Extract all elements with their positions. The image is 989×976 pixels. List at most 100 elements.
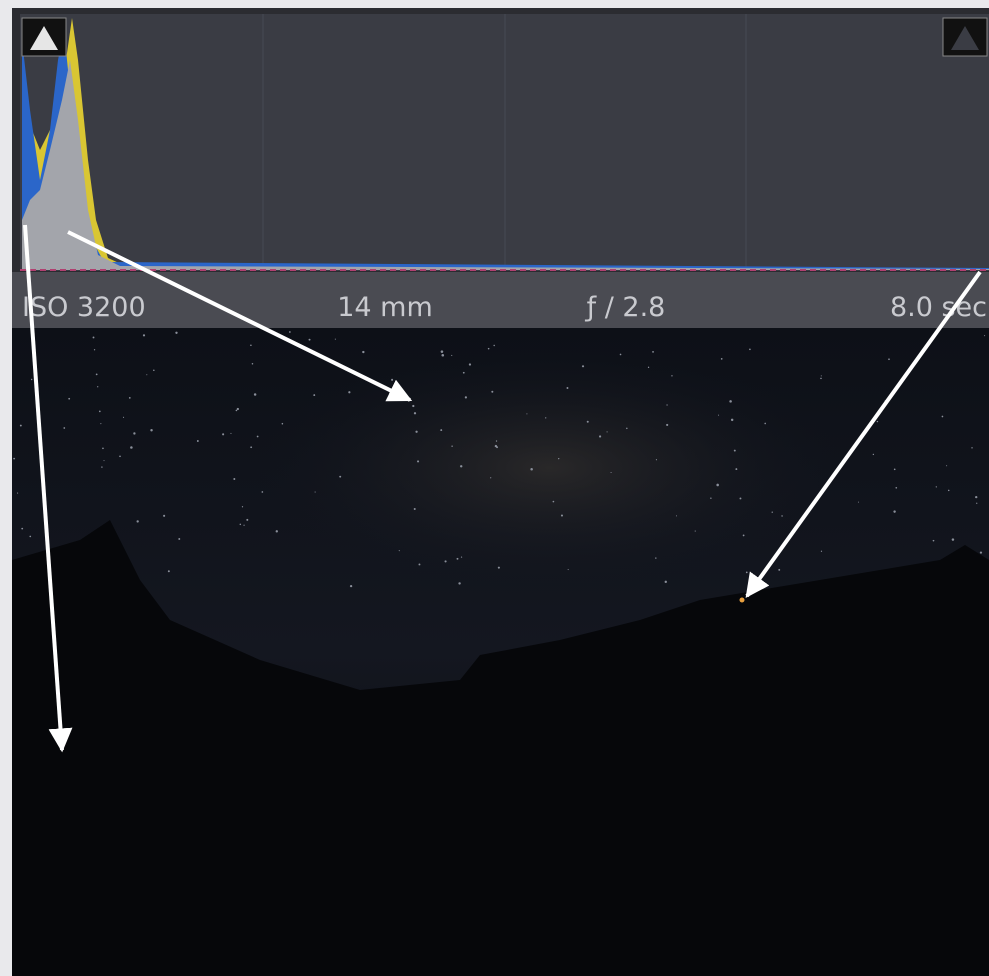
star [334, 338, 336, 340]
star [984, 335, 986, 337]
star [398, 550, 400, 552]
star [451, 445, 453, 447]
star [735, 468, 738, 471]
annotation-arrows [23, 224, 982, 753]
star [946, 465, 948, 467]
star [888, 358, 890, 361]
star [459, 465, 463, 468]
star [893, 468, 896, 471]
star [308, 338, 311, 341]
light-point [739, 597, 745, 603]
star [313, 394, 316, 397]
star [440, 429, 443, 432]
star [63, 427, 66, 429]
tree-silhouette [12, 520, 989, 976]
star [749, 348, 751, 351]
star [976, 502, 978, 504]
iso: ISO 3200 [22, 292, 146, 323]
star [130, 446, 133, 449]
star [103, 460, 105, 462]
star [289, 331, 291, 333]
star [233, 478, 236, 481]
star [222, 433, 225, 436]
star [647, 366, 650, 369]
star [730, 418, 734, 422]
star [235, 409, 238, 412]
star [241, 506, 244, 508]
star [251, 362, 254, 365]
star [497, 566, 500, 569]
star [971, 447, 973, 449]
star [464, 396, 468, 399]
star [530, 468, 533, 471]
star [362, 350, 365, 354]
star [253, 393, 257, 396]
star [122, 416, 125, 418]
star [778, 568, 781, 571]
star [626, 427, 628, 430]
star [415, 430, 418, 433]
star [281, 422, 284, 425]
star [460, 556, 463, 558]
star [652, 351, 654, 353]
star [275, 530, 278, 533]
star [150, 428, 153, 432]
star [558, 458, 560, 460]
star [951, 538, 955, 541]
star [526, 413, 528, 415]
star [93, 349, 96, 351]
shutter-speed: 8.0 sec [890, 292, 987, 323]
star [119, 455, 121, 458]
star [947, 489, 950, 492]
star [610, 471, 612, 474]
star [29, 535, 32, 538]
star [236, 407, 239, 411]
star [598, 435, 602, 438]
star [552, 500, 555, 503]
star [17, 492, 19, 494]
star [742, 534, 745, 537]
star [456, 557, 459, 560]
star [545, 417, 547, 419]
star [619, 353, 622, 356]
star [739, 497, 742, 500]
star [872, 453, 875, 456]
arrow [23, 224, 73, 753]
star [68, 397, 71, 400]
star [893, 510, 896, 513]
star [979, 551, 983, 554]
star [413, 412, 417, 415]
star [418, 563, 421, 566]
star [581, 365, 585, 368]
star [876, 420, 879, 423]
histogram-grid [262, 14, 747, 271]
star [250, 446, 253, 449]
star [745, 571, 748, 574]
star [666, 404, 668, 406]
star [566, 387, 569, 389]
star [586, 420, 589, 423]
star [178, 537, 181, 540]
star [349, 584, 353, 588]
star [440, 350, 444, 353]
star [675, 515, 678, 517]
star [567, 569, 569, 571]
star [771, 511, 773, 513]
star [246, 518, 249, 521]
star [491, 390, 494, 393]
star [250, 344, 252, 347]
star [820, 550, 823, 552]
star [239, 523, 242, 526]
arrow [745, 270, 982, 598]
star [655, 459, 657, 461]
star [975, 495, 978, 499]
star [142, 334, 146, 337]
star [490, 477, 492, 479]
star [820, 375, 822, 377]
star [196, 440, 199, 442]
star [718, 414, 720, 416]
star [606, 431, 608, 433]
star [820, 377, 822, 380]
star [857, 501, 859, 503]
